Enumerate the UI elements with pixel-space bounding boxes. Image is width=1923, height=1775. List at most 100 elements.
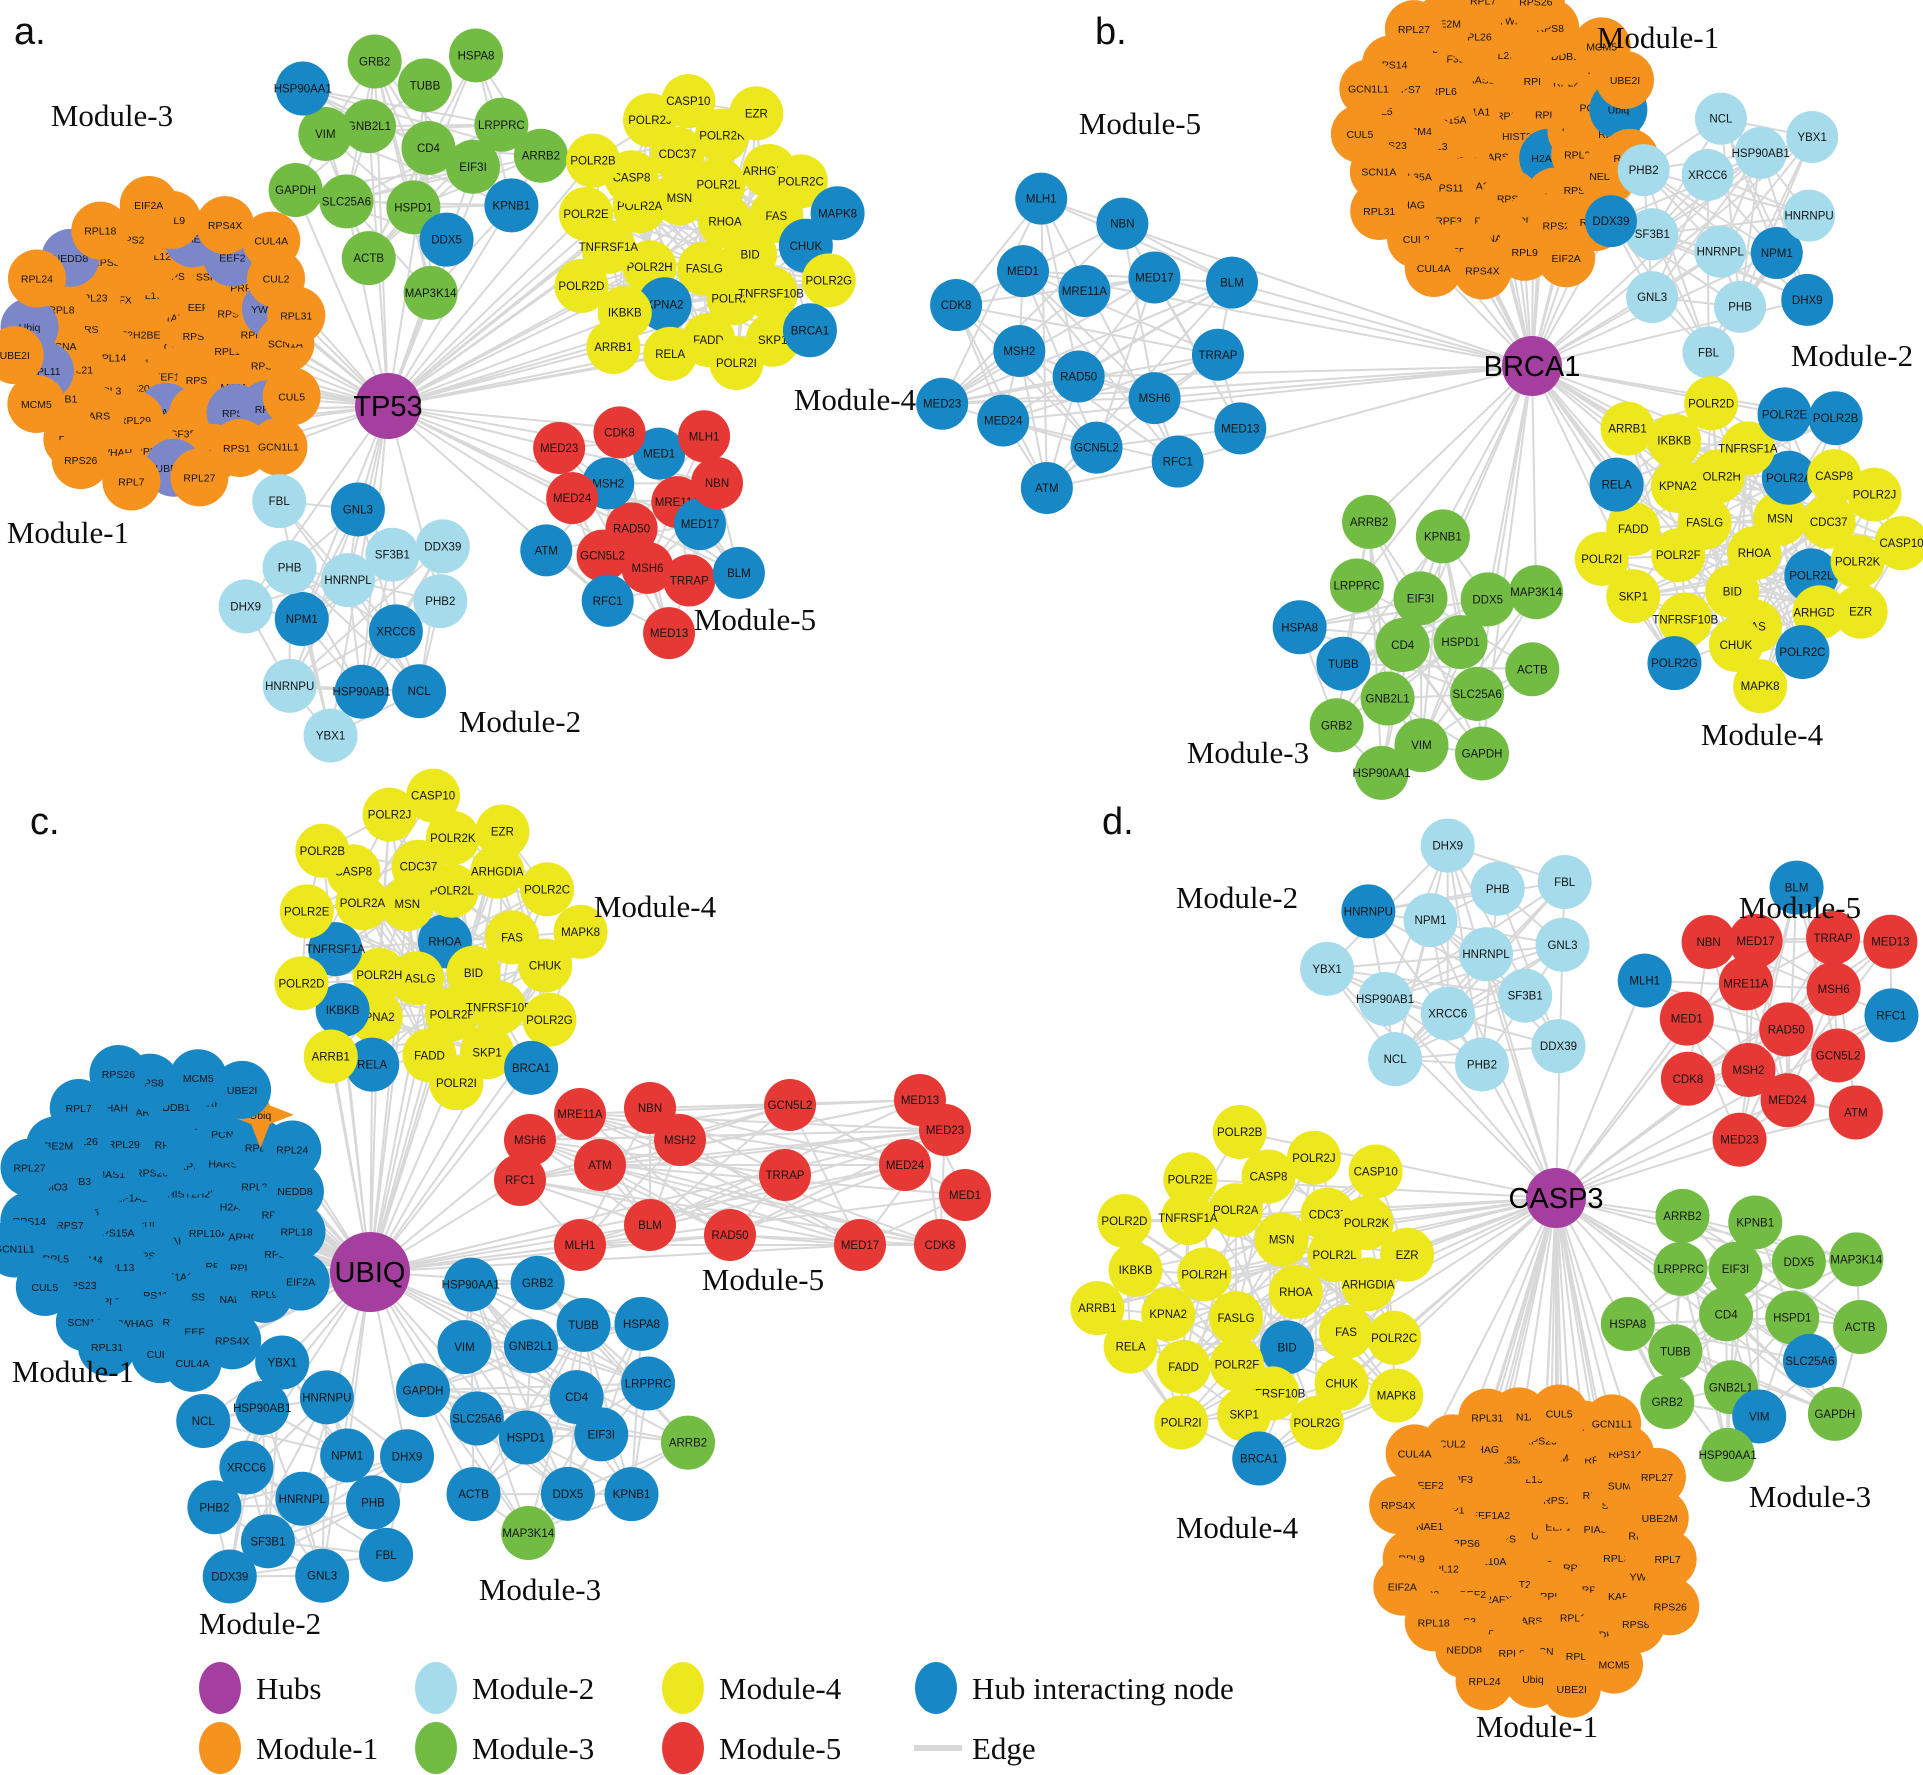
hub-edge xyxy=(369,1224,651,1273)
hub-edge xyxy=(1555,1197,1727,1316)
node-circle xyxy=(624,1082,676,1134)
node-circle xyxy=(1070,421,1123,474)
node-RELA: RELA xyxy=(643,326,698,381)
node-EZR: EZR xyxy=(1380,1227,1435,1282)
node-RPL27: RPL27 xyxy=(1384,0,1443,59)
node-circle xyxy=(586,320,641,375)
node-circle xyxy=(1375,618,1430,673)
node-RPS4X: RPS4X xyxy=(1369,1476,1428,1535)
node-CDK8: CDK8 xyxy=(1660,1051,1715,1106)
node-circle xyxy=(914,1219,966,1271)
module-label-a-Module-1: Module-1 xyxy=(7,515,129,550)
node-circle xyxy=(1655,1188,1710,1243)
node-MAP3K14: MAP3K14 xyxy=(403,265,458,320)
node-circle xyxy=(1718,956,1773,1011)
node-circle xyxy=(395,1363,450,1418)
node-circle xyxy=(320,1428,375,1483)
node-circle xyxy=(268,163,323,218)
node-circle xyxy=(1596,50,1655,109)
node-EIF3I: EIF3I xyxy=(1708,1241,1763,1296)
node-circle xyxy=(773,154,828,209)
node-GRB2: GRB2 xyxy=(1640,1375,1695,1430)
node-circle xyxy=(930,279,983,332)
node-circle xyxy=(1354,745,1409,800)
node-circle xyxy=(0,326,44,385)
node-MED17: MED17 xyxy=(834,1219,886,1271)
node-circle xyxy=(1728,1195,1783,1250)
edge xyxy=(529,1139,731,1236)
node-layer: CD4HSPD1GNB2L1EIF3ISLC25A6TUBBDDX5VIMLRP… xyxy=(0,28,865,763)
edge xyxy=(422,1389,530,1534)
node-EIF3I: EIF3I xyxy=(574,1407,629,1462)
node-circle xyxy=(1505,642,1560,697)
node-EZR: EZR xyxy=(729,86,784,141)
node-circle xyxy=(661,74,716,129)
node-MED23: MED23 xyxy=(916,377,969,430)
node-MAPK8: MAPK8 xyxy=(1369,1368,1424,1423)
node-POLR2C: POLR2C xyxy=(1367,1310,1422,1365)
node-circle xyxy=(303,1029,358,1084)
node-circle xyxy=(1015,172,1068,225)
node-layer: HNRNPLXRCC6NPM1SF3B1HSP90AB1PHBPHB2HNRNP… xyxy=(1070,818,1919,1718)
legend-label: Module-2 xyxy=(472,1671,594,1706)
node-DHX9: DHX9 xyxy=(380,1429,435,1484)
node-POLR2E: POLR2E xyxy=(559,187,614,242)
node-circle xyxy=(170,448,229,507)
node-GCN5L2: GCN5L2 xyxy=(764,1079,816,1131)
node-MAP3K14: MAP3K14 xyxy=(1509,565,1564,620)
edge xyxy=(267,1455,408,1543)
node-circle xyxy=(1368,1032,1423,1087)
node-TRRAP: TRRAP xyxy=(759,1149,811,1201)
node-DHX9: DHX9 xyxy=(218,579,273,634)
node-circle xyxy=(1647,413,1702,468)
node-circle xyxy=(347,34,402,89)
node-circle xyxy=(1509,565,1564,620)
node-circle xyxy=(691,157,746,212)
node-circle xyxy=(1617,144,1670,197)
node-MED24: MED24 xyxy=(879,1139,931,1191)
node-circle xyxy=(1782,1333,1837,1388)
node-circle xyxy=(219,1440,274,1495)
node-RFC1: RFC1 xyxy=(1864,988,1919,1043)
node-MAP3K14: MAP3K14 xyxy=(501,1506,556,1561)
node-circle xyxy=(303,708,358,763)
node-circle xyxy=(202,1549,257,1604)
node-circle xyxy=(1341,1257,1396,1312)
hub-edge xyxy=(1555,1197,1836,1415)
node-circle xyxy=(1348,1144,1403,1199)
node-GNL3: GNL3 xyxy=(295,1548,350,1603)
node-circle xyxy=(520,862,575,917)
edge xyxy=(373,61,432,294)
node-RPS26: RPS26 xyxy=(51,431,110,490)
edge xyxy=(288,509,359,687)
node-IKBKB: IKBKB xyxy=(1108,1242,1163,1297)
node-circle xyxy=(1829,1232,1884,1287)
node-circle xyxy=(1314,1356,1369,1411)
module-label-a-Module-2: Module-2 xyxy=(459,704,581,739)
node-circle xyxy=(1330,104,1389,163)
node-circle xyxy=(996,245,1049,298)
edge xyxy=(1121,223,1156,399)
node-circle xyxy=(1141,1287,1196,1342)
node-BRCA1: BRCA1 xyxy=(504,1040,559,1095)
edge xyxy=(1335,521,1371,726)
node-BRCA1: BRCA1 xyxy=(782,303,837,358)
node-circle xyxy=(274,956,329,1011)
edge xyxy=(1367,910,1483,1066)
node-circle xyxy=(49,1079,108,1138)
edge xyxy=(599,1099,921,1166)
node-CDK8: CDK8 xyxy=(593,406,646,459)
edge xyxy=(941,276,1155,405)
node-circle xyxy=(518,938,573,993)
node-circle xyxy=(1732,1389,1787,1444)
edge xyxy=(1367,910,1526,997)
edge xyxy=(599,1164,861,1246)
node-circle xyxy=(1260,1320,1315,1375)
node-circle xyxy=(474,97,529,152)
node-circle xyxy=(255,1335,310,1390)
node-circle xyxy=(1272,600,1327,655)
node-PHB2: PHB2 xyxy=(413,574,468,629)
node-circle xyxy=(1097,1193,1152,1248)
node-circle xyxy=(581,574,634,627)
node-circle xyxy=(1367,1310,1422,1365)
